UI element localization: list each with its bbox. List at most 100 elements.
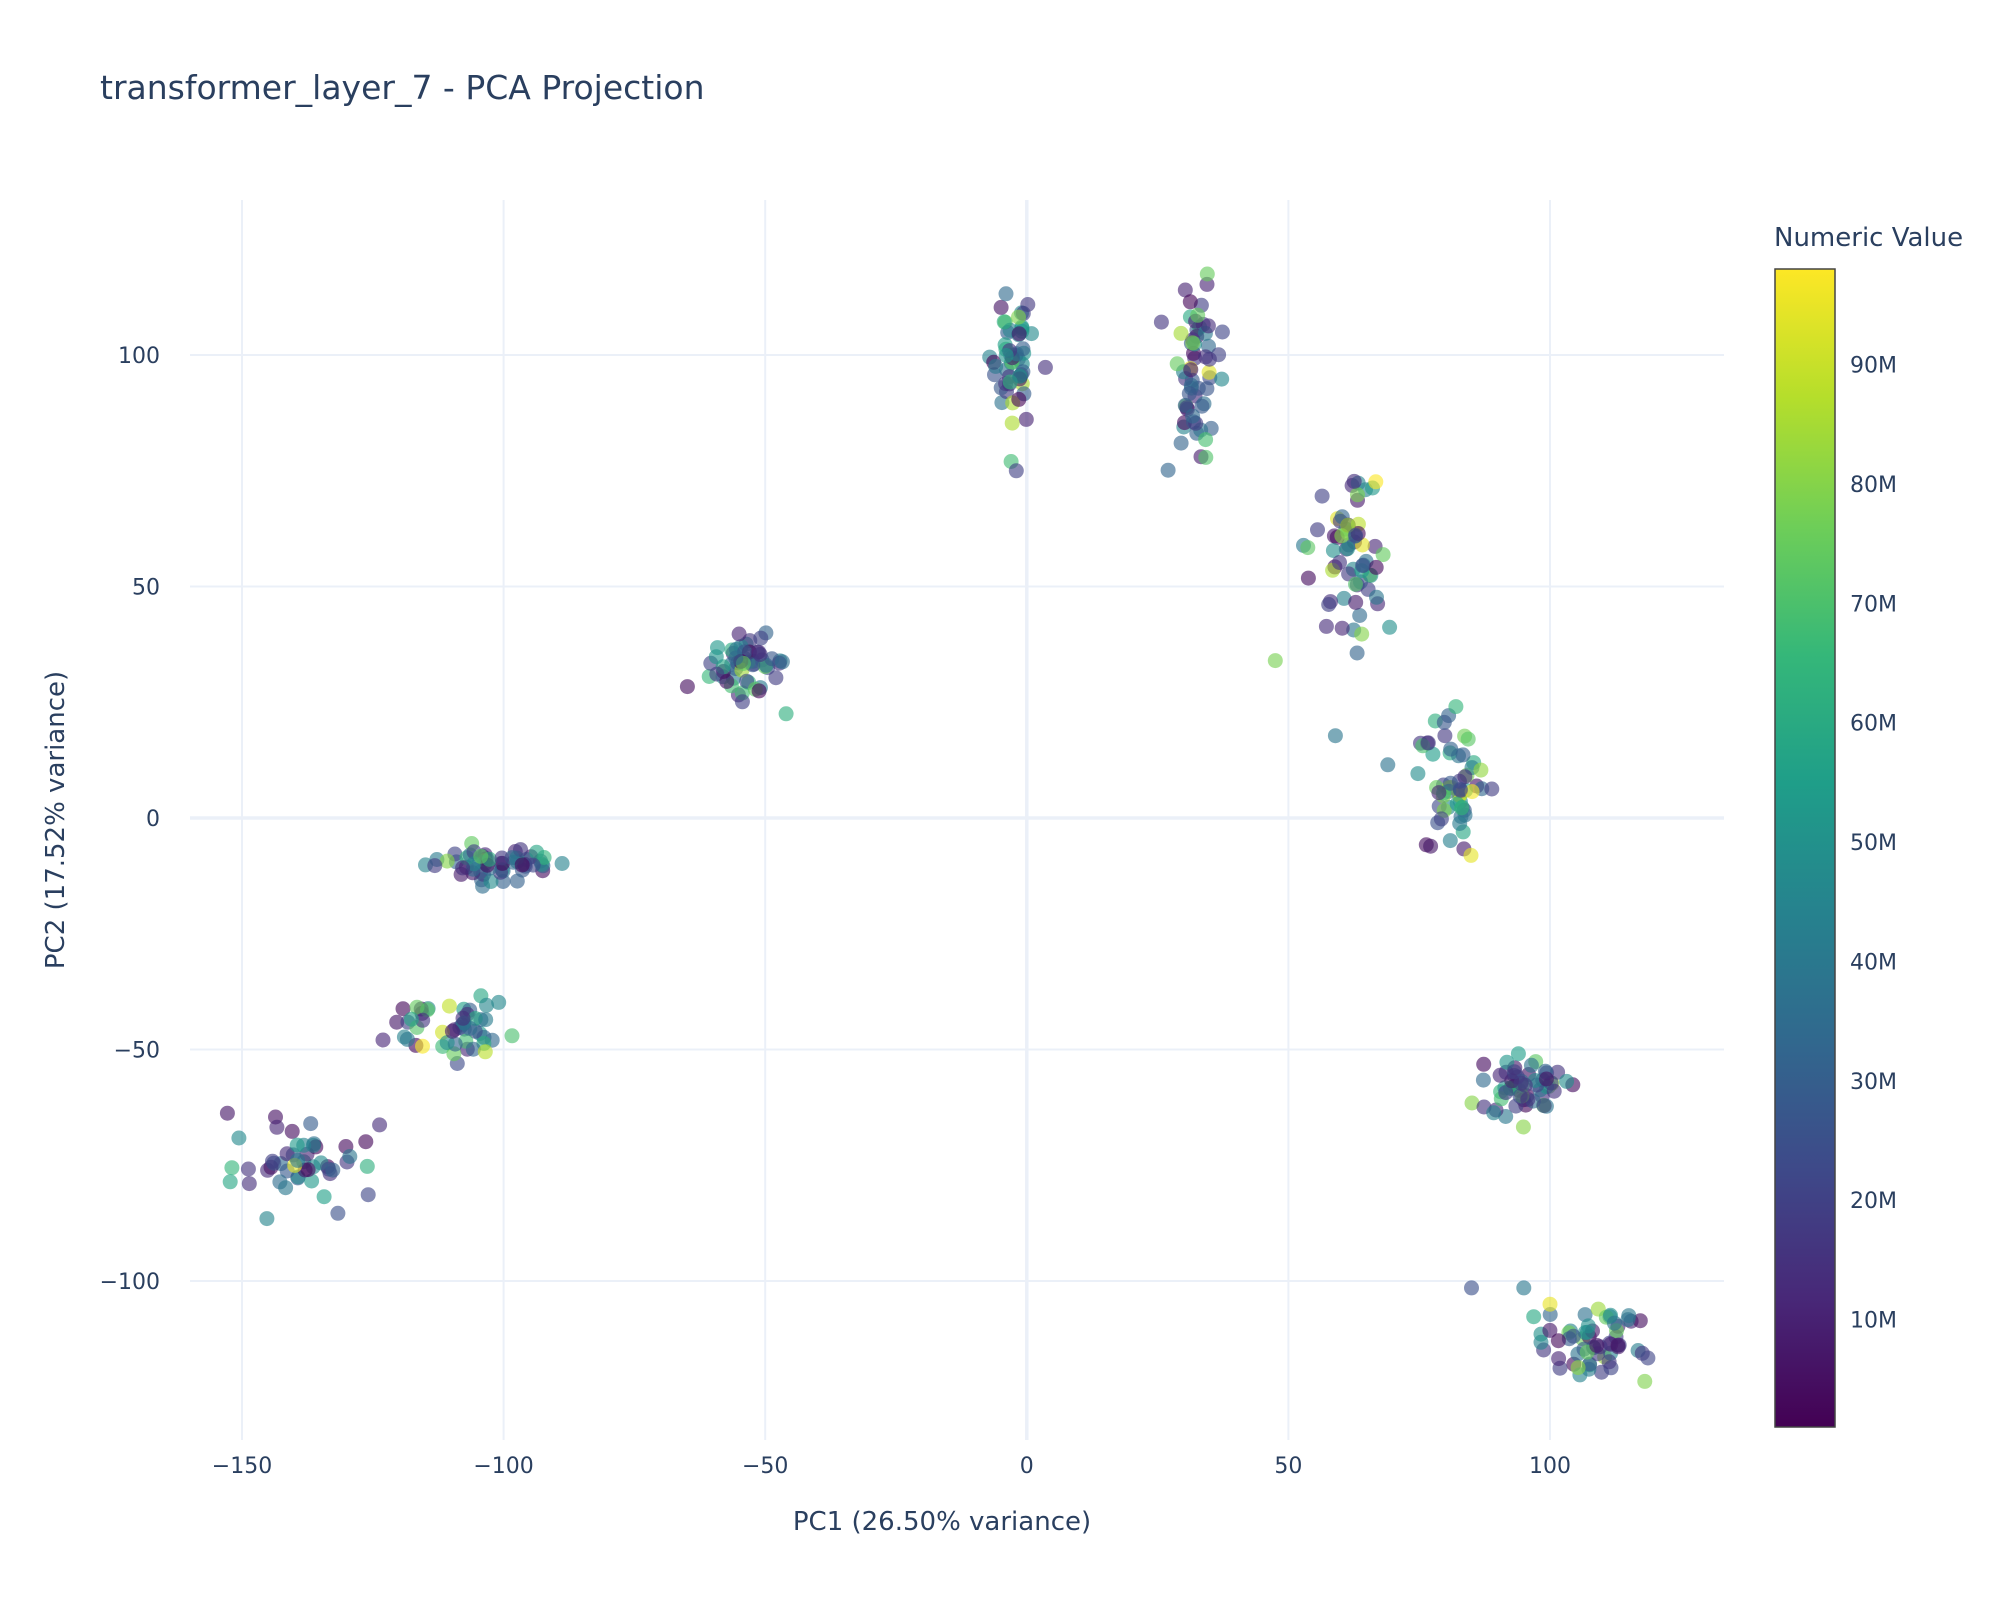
data-point: [768, 670, 784, 686]
data-point: [1194, 398, 1210, 414]
data-point: [509, 873, 525, 889]
y-axis-title: PC2 (17.52% variance): [41, 671, 71, 969]
data-point: [1559, 1073, 1575, 1089]
colorbar-ticks: 10M 20M 30M 40M 50M 60M 70M 80M 90M: [1850, 354, 1897, 1334]
data-point: [455, 1010, 471, 1026]
data-point: [265, 1153, 280, 1169]
data-point: [478, 1012, 494, 1028]
data-point: [1015, 341, 1031, 357]
colorbar-tick-label: 50M: [1850, 831, 1897, 856]
data-point: [1454, 800, 1470, 816]
data-point: [330, 1205, 346, 1221]
data-point: [988, 358, 1004, 374]
data-point: [358, 1134, 374, 1150]
data-point: [316, 1189, 332, 1205]
data-point: [1382, 619, 1398, 635]
data-point: [1442, 833, 1458, 849]
data-point: [1214, 324, 1230, 340]
data-point: [1011, 309, 1026, 325]
data-point: [996, 314, 1012, 330]
data-point: [278, 1180, 294, 1196]
data-point: [728, 650, 744, 666]
x-tick-label: 0: [1020, 1454, 1034, 1479]
data-point: [1460, 731, 1476, 747]
x-tick-label: −100: [473, 1454, 533, 1479]
data-point: [1473, 762, 1489, 778]
data-point: [731, 626, 747, 642]
data-point: [1004, 415, 1020, 431]
data-point: [514, 857, 530, 873]
data-point: [1011, 326, 1027, 342]
data-point: [1536, 1098, 1552, 1114]
data-point: [1464, 1280, 1479, 1296]
data-point: [1348, 594, 1364, 610]
data-point: [774, 654, 790, 670]
data-point: [389, 1014, 405, 1030]
data-point: [1369, 589, 1384, 605]
data-point: [1368, 559, 1384, 575]
data-point: [1354, 626, 1370, 642]
data-point: [1332, 555, 1347, 570]
data-point: [224, 1160, 240, 1176]
data-point: [1520, 1092, 1536, 1107]
data-point: [1200, 318, 1216, 334]
colorbar-tick-label: 90M: [1850, 354, 1897, 379]
data-point: [477, 1044, 493, 1060]
data-point: [403, 1011, 419, 1027]
data-point: [483, 874, 499, 889]
data-point: [529, 844, 545, 860]
data-point: [1348, 576, 1363, 592]
data-point: [1601, 1354, 1617, 1370]
data-point: [504, 1028, 520, 1044]
data-point: [1346, 473, 1362, 489]
data-point: [1334, 620, 1350, 636]
data-point: [231, 1130, 247, 1146]
data-point: [1436, 714, 1452, 730]
data-point: [1173, 435, 1189, 451]
data-point: [415, 1012, 431, 1028]
data-point: [554, 856, 570, 871]
data-point: [1325, 543, 1341, 558]
data-point: [1538, 1071, 1554, 1087]
data-point: [465, 1041, 481, 1057]
data-point: [1352, 608, 1368, 623]
data-point: [1443, 741, 1459, 757]
data-point: [1214, 371, 1230, 387]
y-axis-ticks: −100 −50 0 50 100: [100, 344, 160, 1295]
data-point: [752, 647, 768, 662]
data-point: [1380, 757, 1396, 773]
data-point: [1012, 368, 1028, 384]
data-point: [325, 1162, 341, 1178]
data-point: [1637, 1373, 1653, 1389]
data-point: [219, 1105, 235, 1121]
colorbar-gradient: [1774, 268, 1836, 1428]
data-point: [375, 1032, 391, 1048]
data-point: [1542, 1296, 1558, 1312]
data-point: [289, 1137, 305, 1153]
data-point: [241, 1176, 257, 1192]
data-point: [1340, 517, 1356, 533]
data-point: [734, 694, 750, 710]
data-point: [1550, 1064, 1566, 1080]
data-point: [1348, 527, 1364, 543]
data-point: [222, 1174, 238, 1190]
data-points: [219, 266, 1656, 1389]
x-tick-label: −50: [742, 1454, 788, 1479]
y-tick-label: −100: [100, 1270, 160, 1295]
data-point: [1457, 769, 1473, 785]
data-point: [1173, 325, 1189, 341]
colorbar-title: Numeric Value: [1774, 223, 1963, 253]
data-point: [1506, 1064, 1522, 1080]
data-point: [1368, 474, 1384, 490]
data-point: [304, 1173, 320, 1189]
data-point: [1267, 653, 1283, 669]
data-point: [1314, 488, 1330, 504]
data-point: [1423, 838, 1439, 854]
data-point: [1510, 1046, 1526, 1062]
data-point: [1199, 381, 1215, 397]
data-point: [1546, 1083, 1562, 1099]
data-point: [1486, 1105, 1502, 1121]
data-point: [1464, 1095, 1480, 1111]
data-point: [778, 706, 794, 722]
data-point: [1455, 747, 1471, 763]
